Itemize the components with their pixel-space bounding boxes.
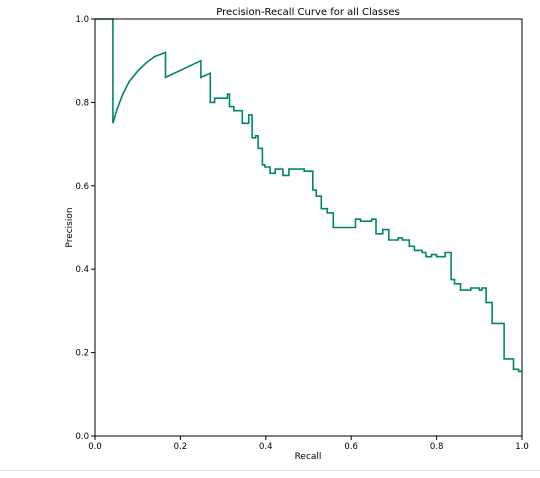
x-axis-label: Recall — [295, 452, 322, 462]
pr-curve-line — [95, 18, 522, 373]
x-tick-label: 1.0 — [515, 442, 529, 452]
y-axis-label: Precision — [65, 207, 75, 247]
chart-title: Precision-Recall Curve for all Classes — [216, 7, 399, 18]
y-tick-label: 0.6 — [75, 182, 89, 192]
x-tick-label: 0.8 — [430, 442, 444, 452]
x-tick-label: 0.6 — [344, 442, 358, 452]
y-tick-label: 0.8 — [75, 98, 89, 108]
y-tick-label: 0.4 — [75, 265, 89, 275]
bottom-divider — [0, 470, 540, 471]
y-tick-label: 1.0 — [75, 15, 89, 25]
x-tick-label: 0.2 — [174, 442, 188, 452]
y-tick-label: 0.2 — [75, 349, 89, 359]
x-tick-label: 0.0 — [88, 442, 102, 452]
x-tick-label: 0.4 — [259, 442, 273, 452]
plot-frame — [94, 18, 523, 437]
y-tick-label: 0.0 — [75, 432, 89, 442]
